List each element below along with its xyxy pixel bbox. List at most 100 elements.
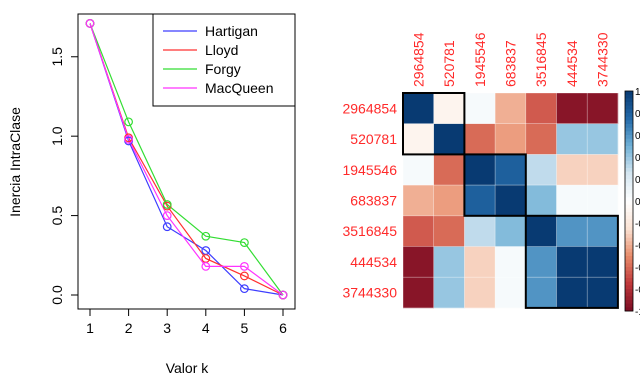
heatmap-cell [525, 123, 557, 155]
heatmap-cell [556, 123, 588, 155]
row-label: 3744330 [342, 285, 397, 301]
colorbar-tick-label: -1 [635, 307, 640, 318]
colorbar-segment [625, 146, 633, 151]
colorbar-segment [625, 204, 633, 209]
colorbar-segment [625, 120, 633, 125]
colorbar-segment [625, 91, 633, 96]
colorbar-segment [625, 157, 633, 162]
heatmap-cell [464, 277, 496, 309]
row-label: 444534 [350, 254, 397, 270]
cluster-boxes [402, 92, 619, 309]
colorbar-segment [625, 142, 633, 147]
cluster-box [402, 92, 466, 156]
heatmap-cell [433, 215, 465, 247]
series-points [85, 19, 288, 300]
row-label: 2964854 [342, 100, 397, 116]
colorbar-segment [625, 190, 633, 195]
heatmap-cell [587, 123, 619, 155]
colorbar-segment [625, 212, 633, 217]
heatmap-cell [495, 123, 527, 155]
colorbar-segment [625, 197, 633, 202]
colorbar-tick-label: 0. [635, 153, 640, 164]
heatmap-cell [464, 246, 496, 278]
colorbar-segment [625, 230, 633, 235]
colorbar-segment [625, 245, 633, 250]
column-labels: 2964854 520781 1945546 683837 3516845 444534 3… [410, 32, 610, 87]
heatmap-cell [587, 277, 619, 309]
data-point [201, 262, 211, 271]
colorbar-segment [625, 138, 633, 143]
data-point [162, 211, 172, 220]
heatmap-cell [433, 246, 465, 278]
heatmap-cell [587, 154, 619, 186]
heatmap-cell [495, 93, 527, 124]
x-axis: 1 2 3 4 5 6 [86, 309, 287, 336]
y-tick-label: 1.0 [49, 126, 65, 146]
legend: Hartigan Lloyd Forgy MacQueen [152, 13, 296, 107]
heatmap-cell [495, 246, 527, 278]
column-label: 520781 [441, 40, 457, 87]
legend-label: Forgy [205, 61, 241, 77]
colorbar-segment [625, 278, 633, 283]
colorbar-segment [625, 270, 633, 275]
heatmap-cell [525, 185, 557, 217]
heatmap-cell [464, 154, 496, 186]
colorbar-tick-label: 0. [635, 175, 640, 186]
data-point [124, 117, 134, 127]
colorbar-segment [625, 252, 633, 257]
colorbar-tick-label: 0. [635, 109, 640, 120]
x-tick-label: 1 [86, 320, 94, 336]
heatmap-cell [587, 185, 619, 217]
colorbar-segment [625, 102, 633, 107]
colorbar-segment [625, 241, 633, 246]
row-label: 520781 [350, 131, 397, 147]
column-label: 1945546 [472, 32, 488, 87]
x-tick-label: 5 [241, 320, 249, 336]
series-line [89, 23, 284, 296]
heatmap-cell [403, 277, 434, 309]
heatmap-cell [556, 93, 588, 124]
heatmap-cell [433, 154, 465, 186]
colorbar-segment [625, 274, 633, 279]
heatmap-cell [464, 93, 496, 124]
data-point [162, 200, 172, 209]
heatmap-cell [525, 246, 557, 278]
heatmap-cell [556, 215, 588, 247]
heatmap-cell [556, 277, 588, 309]
colorbar-segment [625, 215, 633, 220]
colorbar-segment [625, 281, 633, 286]
colorbar-segment [625, 113, 633, 118]
series-lines [89, 23, 284, 296]
colorbar-segment [625, 300, 633, 305]
y-tick-label: 0.0 [49, 285, 65, 305]
colorbar-segment [625, 109, 633, 114]
heatmap-cell [403, 185, 434, 217]
row-label: 683837 [350, 192, 397, 208]
heatmap-cell [525, 154, 557, 186]
legend-box [152, 13, 296, 107]
heatmap-cell [403, 93, 434, 124]
colorbar-segment [625, 208, 633, 213]
data-point [278, 290, 288, 300]
column-label: 3744330 [595, 32, 611, 87]
colorbar-segment [625, 292, 633, 297]
heatmap-cell [464, 215, 496, 247]
heatmap-cell [433, 277, 465, 309]
colorbar-tick-label: -0. [635, 263, 640, 274]
x-tick-label: 2 [125, 320, 133, 336]
heatmap-cell [495, 185, 527, 217]
colorbar-frame [624, 90, 634, 312]
data-point [239, 284, 249, 294]
colorbar-segment [625, 223, 633, 228]
colorbar-segment [625, 219, 633, 224]
colorbar-segment [625, 226, 633, 231]
colorbar-segment [625, 256, 633, 261]
colorbar-segment [625, 237, 633, 242]
heatmap-cell [495, 154, 527, 186]
heatmap-cell [525, 93, 557, 124]
colorbar-segment [625, 234, 633, 239]
colorbar-segment [625, 98, 633, 103]
colorbar-segment [625, 263, 633, 268]
heatmap-cell [587, 93, 619, 124]
heatmap-cell [556, 185, 588, 217]
